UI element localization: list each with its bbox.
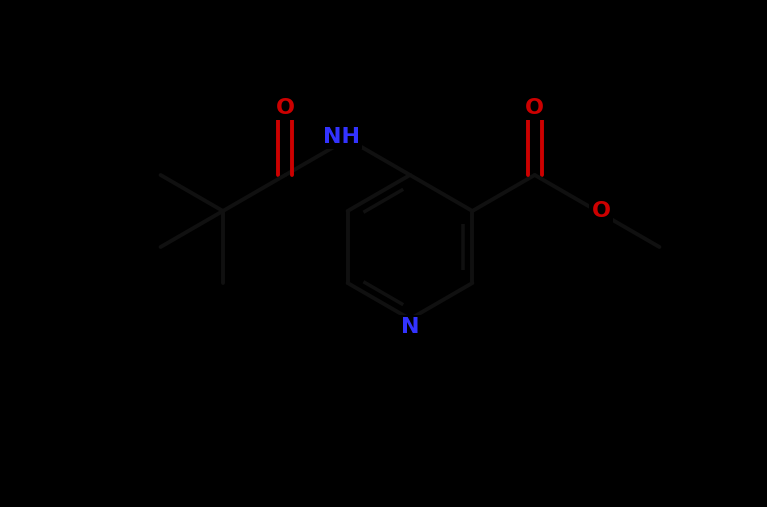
Text: N: N — [400, 317, 420, 337]
Text: O: O — [525, 98, 545, 118]
Text: NH: NH — [323, 127, 360, 147]
Text: O: O — [276, 98, 295, 118]
Text: O: O — [591, 201, 611, 221]
